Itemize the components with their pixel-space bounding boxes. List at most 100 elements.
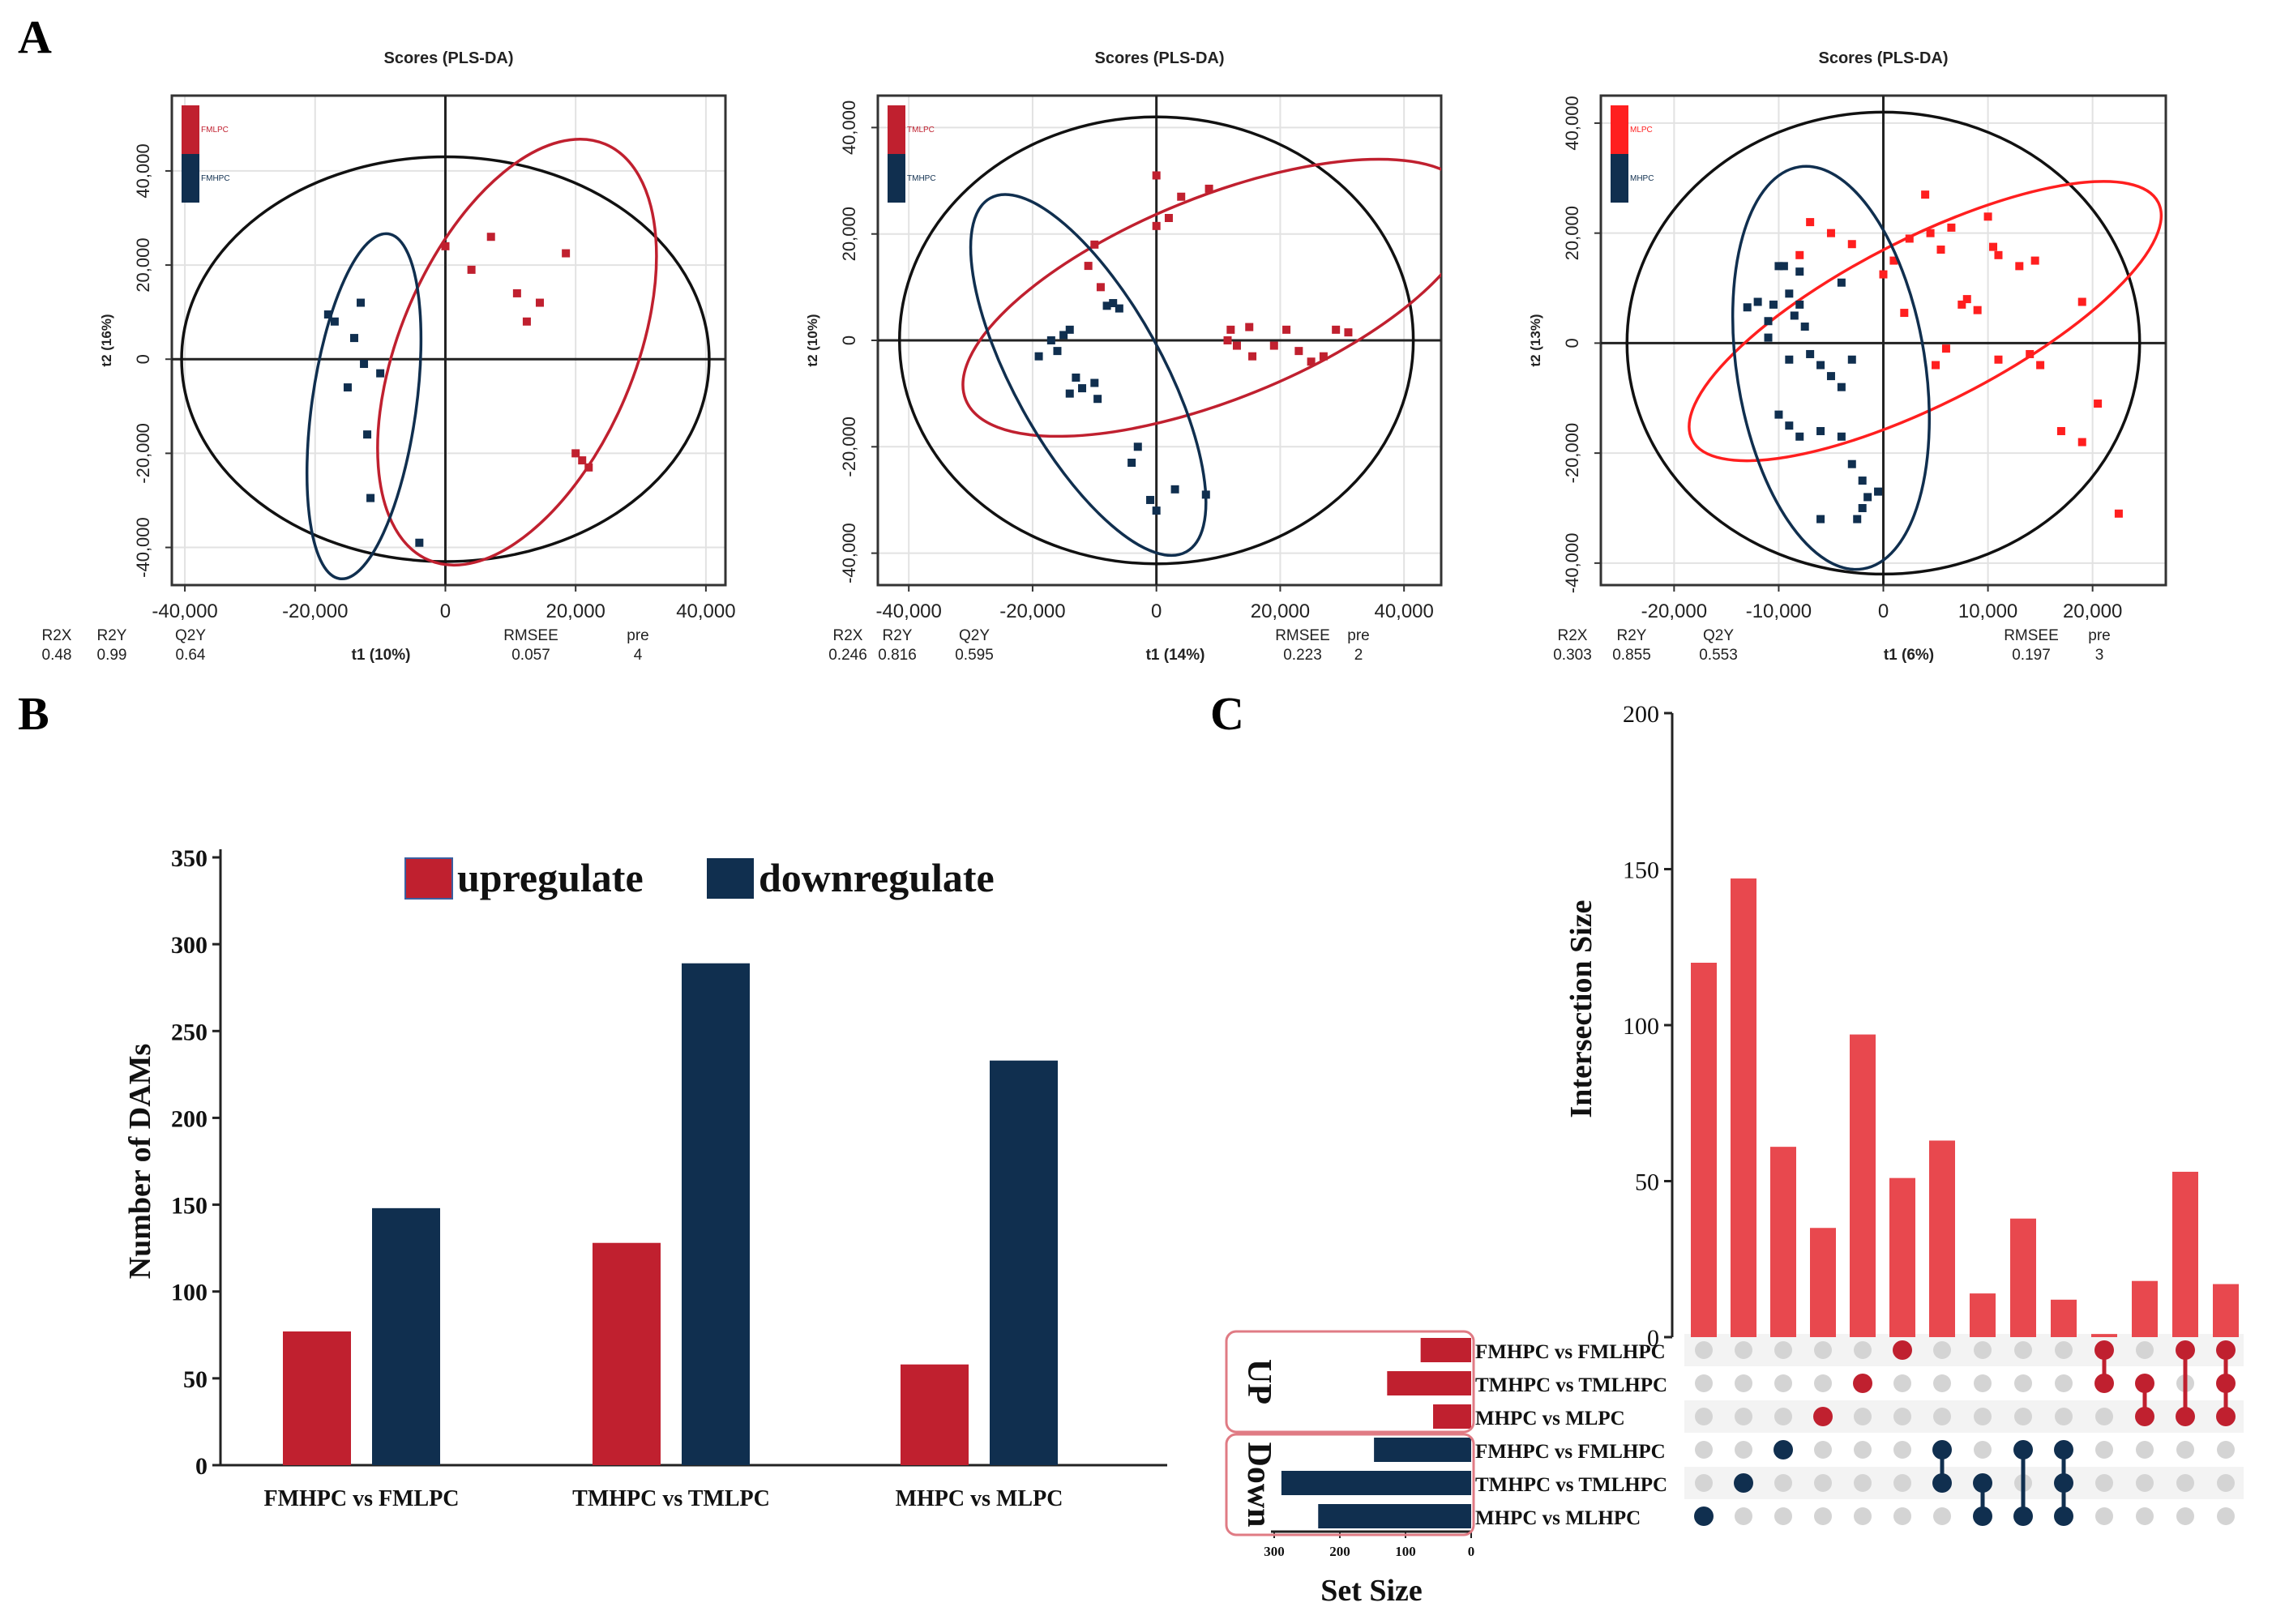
score-point (1837, 432, 1846, 441)
legend-swatch (182, 154, 199, 203)
score-point (1774, 410, 1783, 419)
score-point (1921, 190, 1930, 199)
score-point (1826, 372, 1835, 381)
score-point (1826, 229, 1835, 237)
score-point (1753, 297, 1762, 306)
score-point (467, 265, 476, 274)
matrix-dot-empty (2176, 1474, 2194, 1492)
score-point (1034, 352, 1043, 361)
score-point (1294, 347, 1303, 356)
stat-value: 0.595 (955, 647, 994, 664)
y-tick-label: -20,000 (1562, 423, 1582, 484)
score-point (349, 334, 358, 343)
score-point (363, 430, 372, 439)
matrix-dot-empty (2136, 1474, 2154, 1492)
score-point (1806, 218, 1815, 227)
matrix-dot-empty (1974, 1441, 1992, 1459)
x-tick-label: 0 (1151, 600, 1162, 622)
score-point (1084, 262, 1093, 271)
score-point (1795, 300, 1804, 309)
score-point (1223, 336, 1232, 344)
y-axis-label: Intersection Size (1564, 900, 1598, 1118)
score-point (1109, 299, 1118, 308)
score-point (1858, 503, 1867, 512)
intersection-bar (1770, 1147, 1796, 1337)
stat-label: R2Y (97, 627, 127, 644)
set-size-tick-label: 100 (1395, 1544, 1416, 1559)
matrix-dot-empty (1774, 1507, 1792, 1525)
stat-value: 0.223 (1283, 647, 1322, 664)
matrix-dot-filled (2216, 1407, 2236, 1426)
matrix-dot-filled (2094, 1374, 2114, 1393)
confidence-ellipse (305, 232, 423, 581)
matrix-dot-filled (1774, 1440, 1793, 1459)
matrix-dot-empty (1893, 1474, 1911, 1492)
intersection-bar (2010, 1218, 2036, 1337)
score-point (1816, 361, 1825, 370)
score-point (1994, 355, 2003, 364)
set-size-bar (1420, 1338, 1471, 1362)
x-tick-label: MHPC vs MLPC (896, 1486, 1063, 1511)
matrix-dot-empty (1854, 1441, 1872, 1459)
matrix-dot-filled (1932, 1473, 1952, 1493)
matrix-dot-empty (2176, 1507, 2194, 1525)
score-point (1795, 267, 1804, 276)
score-point (1774, 262, 1783, 271)
score-point (1905, 234, 1914, 243)
score-point (1093, 395, 1102, 404)
y-tick-label: 300 (171, 932, 208, 959)
matrix-dot-filled (1734, 1473, 1753, 1493)
matrix-dot-empty (2055, 1341, 2073, 1359)
matrix-dot-empty (1735, 1441, 1752, 1459)
y-tick-label: 40,000 (839, 100, 859, 155)
stat-value: 0.64 (176, 647, 206, 664)
stat-label: R2Y (883, 627, 913, 644)
legend-label: upregulate (457, 855, 644, 900)
matrix-dot-empty (2217, 1507, 2235, 1525)
score-point (1344, 328, 1353, 337)
matrix-dot-empty (1933, 1507, 1951, 1525)
matrix-dot-filled (1973, 1473, 1992, 1493)
matrix-dot-empty (1893, 1507, 1911, 1525)
y-tick-label: 20,000 (133, 237, 153, 292)
matrix-dot-empty (1974, 1408, 1992, 1425)
matrix-row-stripe (1684, 1467, 2244, 1499)
score-point (357, 298, 366, 307)
score-point (1941, 344, 1950, 353)
score-point (330, 317, 339, 326)
matrix-dot-empty (2136, 1507, 2154, 1525)
matrix-dot-empty (2136, 1341, 2154, 1359)
score-point (2015, 262, 2024, 271)
intersection-bar (2132, 1280, 2158, 1337)
score-point (1743, 303, 1752, 312)
stat-label: pre (2088, 627, 2110, 644)
y-tick-label: 0 (133, 354, 153, 364)
stat-value: 0.246 (828, 647, 867, 664)
y-tick-label: -40,000 (839, 523, 859, 583)
pls-da-plot-3: Scores (PLS-DA) -40,000 -20,000 0 20,000 40,0… (1528, 49, 2167, 664)
matrix-dot-empty (1695, 1408, 1713, 1425)
stat-label: R2X (1558, 627, 1588, 644)
score-point (1127, 459, 1136, 467)
matrix-dot-empty (2095, 1408, 2113, 1425)
group-label-down: Down (1240, 1442, 1277, 1527)
score-point (1932, 361, 1940, 370)
y-tick-label: -20,000 (839, 417, 859, 477)
score-point (1947, 223, 1956, 232)
legend-label: downregulate (759, 855, 995, 900)
matrix-dot-empty (1893, 1408, 1911, 1425)
y-tick-label: 0 (1562, 338, 1582, 348)
score-point (1983, 212, 1992, 221)
y-tick-label: 0 (839, 335, 859, 345)
legend-label: TMLPC (907, 126, 935, 135)
score-point (1269, 341, 1278, 350)
dam-bar-chart: 0 50 100 150 200 250 300 350 Number of DAMs FMHPC… (123, 845, 1167, 1511)
stat-value: 0.057 (511, 647, 550, 664)
set-size-tick-label: 0 (1468, 1544, 1475, 1559)
score-point (1177, 192, 1186, 201)
score-point (1065, 325, 1074, 334)
score-point (1065, 389, 1074, 398)
score-point (1785, 355, 1794, 364)
hotelling-ellipse (180, 155, 711, 563)
